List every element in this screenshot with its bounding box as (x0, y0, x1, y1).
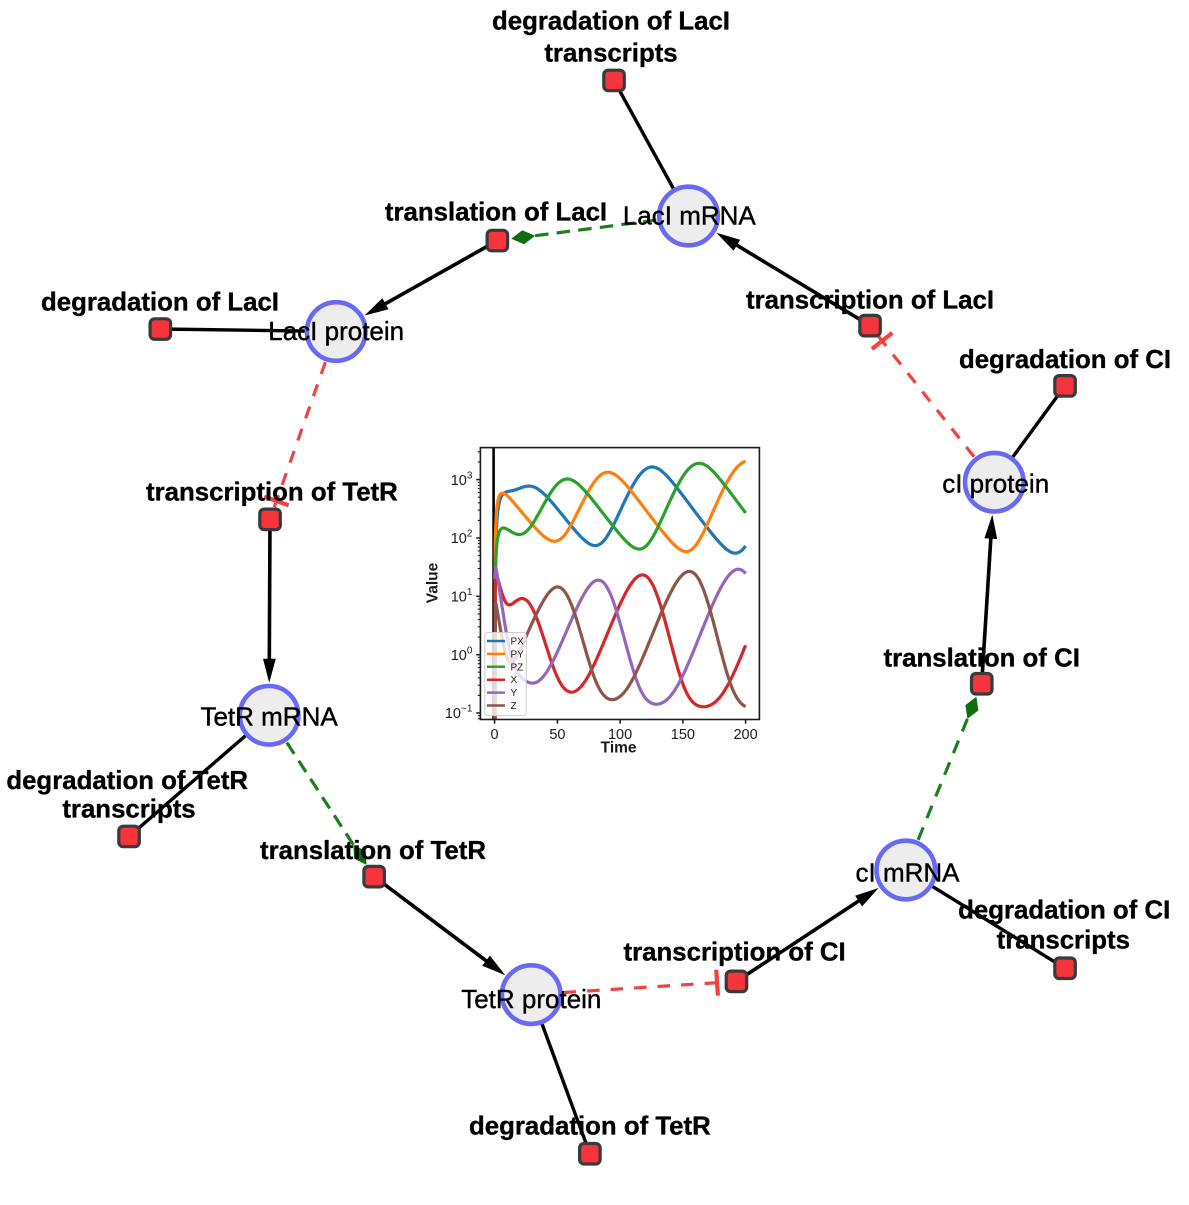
svg-text:transcripts: transcripts (997, 926, 1130, 954)
svg-text:degradation of CI: degradation of CI (958, 896, 1170, 924)
svg-text:cI protein: cI protein (942, 469, 1049, 499)
svg-text:X: X (511, 675, 518, 686)
svg-text:translation of TetR: translation of TetR (260, 837, 486, 865)
svg-text:degradation of LacI: degradation of LacI (41, 288, 279, 316)
svg-text:transcription of CI: transcription of CI (624, 939, 846, 967)
svg-text:transcription of TetR: transcription of TetR (146, 479, 398, 507)
svg-text:degradation of TetR: degradation of TetR (6, 767, 248, 795)
svg-text:Value: Value (425, 562, 442, 603)
svg-text:Y: Y (511, 688, 518, 699)
svg-text:translation of CI: translation of CI (884, 645, 1080, 673)
svg-text:degradation of TetR: degradation of TetR (469, 1113, 711, 1141)
svg-text:0: 0 (491, 727, 499, 743)
svg-text:transcripts: transcripts (62, 796, 195, 824)
svg-text:transcripts: transcripts (544, 40, 677, 68)
svg-text:degradation of LacI: degradation of LacI (492, 8, 730, 36)
svg-text:LacI mRNA: LacI mRNA (623, 201, 757, 231)
svg-text:200: 200 (733, 727, 757, 743)
svg-text:degradation of CI: degradation of CI (959, 346, 1171, 374)
svg-text:TetR mRNA: TetR mRNA (200, 702, 338, 732)
svg-text:PY: PY (511, 649, 525, 660)
svg-text:TetR protein: TetR protein (461, 984, 601, 1014)
svg-text:cI mRNA: cI mRNA (856, 858, 961, 888)
svg-text:PX: PX (511, 637, 525, 648)
svg-text:100: 100 (608, 727, 632, 743)
svg-text:PZ: PZ (511, 662, 524, 673)
svg-text:50: 50 (549, 727, 565, 743)
svg-text:LacI protein: LacI protein (268, 316, 404, 346)
svg-text:150: 150 (671, 727, 695, 743)
svg-text:transcription of LacI: transcription of LacI (746, 287, 994, 315)
svg-text:Time: Time (601, 740, 637, 757)
svg-text:Z: Z (511, 701, 517, 712)
svg-text:translation of LacI: translation of LacI (385, 199, 607, 227)
